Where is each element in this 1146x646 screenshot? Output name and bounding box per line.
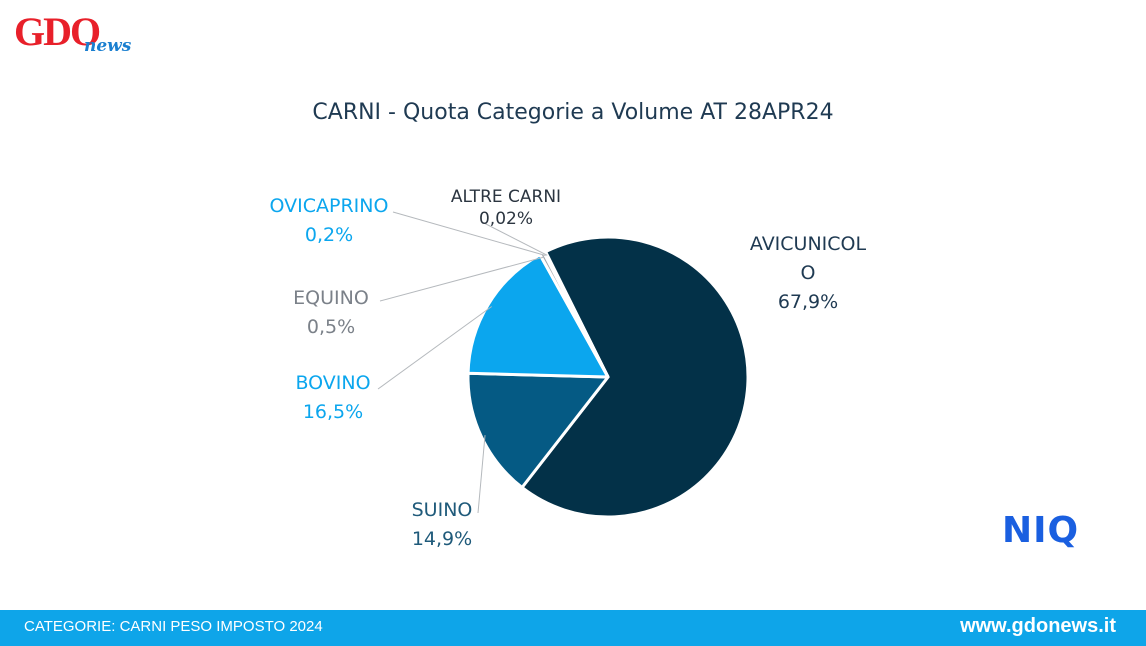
- leader-line: [481, 221, 548, 256]
- data-label-category: ALTRE CARNI: [451, 187, 561, 207]
- leader-line: [379, 256, 544, 302]
- data-label-value: 16,5%: [303, 401, 363, 423]
- data-label-value: 0,5%: [307, 316, 355, 338]
- leader-line: [392, 211, 547, 257]
- data-label-value: 0,2%: [305, 224, 353, 246]
- data-label-category: EQUINO: [293, 287, 369, 309]
- data-label-category: AVICUNICOL: [750, 233, 867, 255]
- leader-line: [477, 435, 486, 514]
- niq-logo: NIQ: [1002, 510, 1080, 551]
- data-label-category: O: [801, 262, 816, 284]
- pie-slice-altre-carni: [543, 250, 610, 379]
- footer-category: CATEGORIE: CARNI PESO IMPOSTO 2024: [24, 618, 323, 635]
- pie-slice-suino: [466, 371, 610, 489]
- pie-chart: AVICUNICOL O 67,9% SUINO 14,9% BOVINO 16,5% EQU…: [270, 187, 867, 550]
- gdo-news-logo: GDO news: [14, 10, 154, 60]
- chart-title: CARNI - Quota Categorie a Volume AT 28AP…: [312, 100, 834, 125]
- logo-gdo-text: GDO: [14, 9, 101, 54]
- pie-slice-avicunicolo: [520, 235, 750, 519]
- data-label-value: 14,9%: [412, 528, 472, 550]
- data-label-category: SUINO: [412, 499, 473, 521]
- footer-bar: CATEGORIE: CARNI PESO IMPOSTO 2024 www.g…: [0, 610, 1146, 646]
- logo-news-text: news: [84, 36, 132, 56]
- data-label-value: 0,02%: [479, 209, 533, 229]
- footer-website-link[interactable]: www.gdonews.it: [960, 615, 1116, 637]
- data-label-category: BOVINO: [295, 372, 370, 394]
- data-label-value: 67,9%: [778, 291, 838, 313]
- data-label-category: OVICAPRINO: [270, 195, 389, 217]
- leader-line: [377, 306, 492, 390]
